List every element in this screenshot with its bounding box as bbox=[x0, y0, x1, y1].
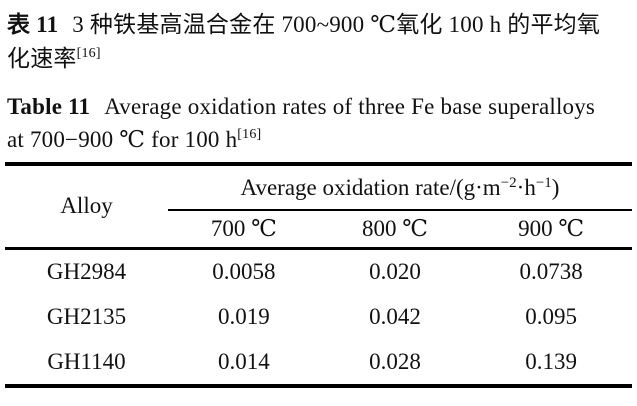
table-row-gh1140: GH1140 0.014 0.028 0.139 bbox=[5, 340, 632, 386]
table-caption-zh: 表 11 3 种铁基高温合金在 700~900 ℃氧化 100 h 的平均氧 化速… bbox=[7, 8, 631, 76]
column-header-800c: 800 ℃ bbox=[319, 210, 471, 250]
column-header-900c: 900 ℃ bbox=[470, 210, 632, 250]
caption-zh-line1: 表 11 3 种铁基高温合金在 700~900 ℃氧化 100 h 的平均氧 bbox=[7, 8, 631, 42]
column-header-alloy: Alloy bbox=[5, 164, 169, 250]
table-captions: 表 11 3 种铁基高温合金在 700~900 ℃氧化 100 h 的平均氧 化速… bbox=[0, 0, 637, 156]
rate-cell-900c: 0.095 bbox=[525, 304, 577, 329]
column-group-header-unit: Average oxidation rate/(g·m−2·h−1) bbox=[168, 164, 632, 211]
column-header-700c: 700 ℃ bbox=[168, 210, 320, 250]
rate-cell-700c: 0.0058 bbox=[212, 258, 276, 284]
alloy-name-cell: GH2135 bbox=[46, 304, 127, 329]
unit-superscript-minus1: −1 bbox=[535, 174, 552, 191]
oxidation-rate-table: Alloy Average oxidation rate/(g·m−2·h−1)… bbox=[5, 162, 632, 388]
header-row-temperatures: 700 ℃ 800 ℃ 900 ℃ bbox=[5, 210, 632, 250]
rate-cell-700c: 0.014 bbox=[218, 349, 270, 374]
table-header: Alloy Average oxidation rate/(g·m−2·h−1)… bbox=[5, 164, 632, 250]
reference-superscript-en: [16] bbox=[237, 127, 262, 142]
reference-superscript-zh: [16] bbox=[76, 46, 101, 61]
alloy-name-cell: GH1140 bbox=[47, 349, 126, 374]
rate-cell-900c: 0.0738 bbox=[519, 258, 583, 284]
table-row-gh2135: GH2135 0.019 0.042 0.095 bbox=[5, 294, 632, 340]
rate-cell-700c: 0.019 bbox=[218, 304, 270, 329]
caption-en-line2-text: at 700−900 ℃ for 100 h bbox=[7, 127, 238, 152]
caption-en-line1: Table 11 Average oxidation rates of three… bbox=[7, 90, 631, 123]
caption-en-line1-text: Average oxidation rates of three Fe base… bbox=[104, 94, 596, 119]
table-body: GH2984 0.0058 0.020 0.0738 GH2135 0.019 … bbox=[5, 248, 632, 386]
unit-text-part2: ·h bbox=[516, 174, 536, 200]
caption-en-line2: at 700−900 ℃ for 100 h[16] bbox=[7, 123, 631, 156]
unit-text-part3: ) bbox=[551, 174, 560, 200]
caption-zh-line1-text: 3 种铁基高温合金在 700~900 ℃氧化 100 h 的平均氧 bbox=[72, 12, 601, 37]
rate-cell-800c: 0.028 bbox=[369, 349, 421, 374]
table-caption-en: Table 11 Average oxidation rates of three… bbox=[7, 90, 631, 156]
rate-cell-800c: 0.020 bbox=[369, 258, 421, 284]
unit-text-part1: Average oxidation rate/(g·m bbox=[240, 174, 501, 200]
caption-zh-line2-text: 化速率 bbox=[7, 46, 77, 71]
alloy-name-cell: GH2984 bbox=[46, 258, 127, 284]
rate-cell-900c: 0.139 bbox=[525, 349, 577, 374]
rate-cell-800c: 0.042 bbox=[369, 304, 421, 329]
table-label-zh: 表 11 bbox=[7, 12, 59, 37]
table-row-gh2984: GH2984 0.0058 0.020 0.0738 bbox=[5, 248, 632, 294]
unit-superscript-minus2: −2 bbox=[500, 174, 517, 191]
table-label-en: Table 11 bbox=[7, 94, 91, 119]
header-row-group: Alloy Average oxidation rate/(g·m−2·h−1) bbox=[5, 164, 632, 250]
caption-zh-line2: 化速率[16] bbox=[7, 42, 631, 76]
